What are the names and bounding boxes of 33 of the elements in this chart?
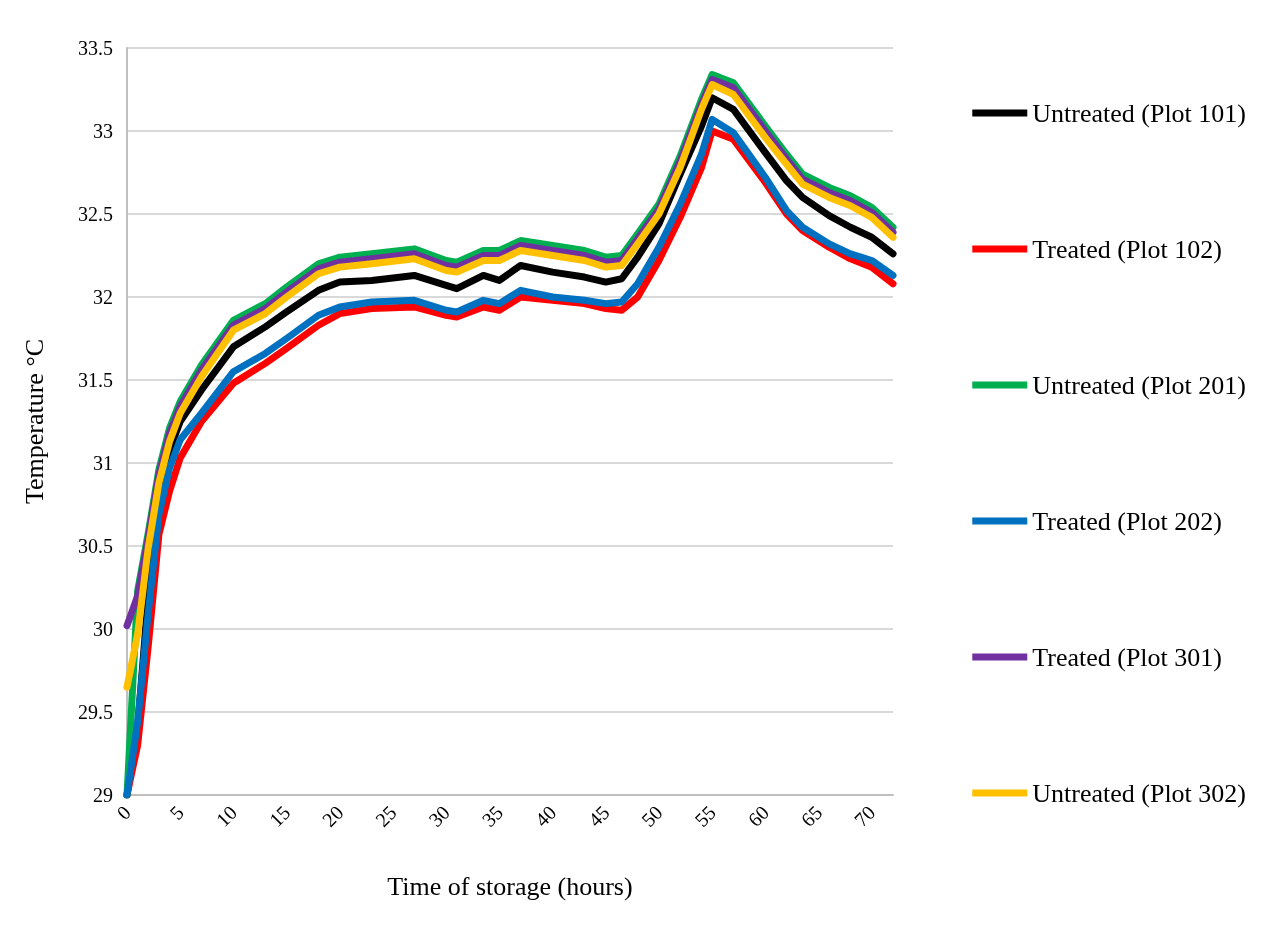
x-tick-label: 25 (371, 801, 401, 831)
x-tick-label: 15 (264, 801, 295, 831)
x-tick-label: 35 (477, 801, 508, 831)
y-tick-label: 30 (93, 618, 113, 640)
legend-label: Treated (Plot 102) (1032, 234, 1222, 264)
legend-label: Untreated (Plot 101) (1032, 98, 1247, 128)
y-tick-label: 30.5 (78, 535, 113, 557)
y-tick-label: 29.5 (78, 701, 113, 723)
x-tick-label: 0 (112, 801, 135, 824)
y-tick-label: 33 (93, 120, 113, 142)
x-tick-label: 40 (530, 801, 561, 831)
legend-label: Untreated (Plot 201) (1032, 370, 1247, 400)
x-tick-label: 65 (796, 801, 827, 831)
x-tick-label: 10 (211, 801, 242, 831)
x-tick-label: 70 (849, 801, 880, 831)
legend-label: Treated (Plot 301) (1032, 642, 1222, 672)
x-tick-label: 50 (637, 801, 667, 831)
legend-label: Untreated (Plot 302) (1032, 778, 1247, 808)
x-axis-title: Time of storage (hours) (387, 871, 633, 901)
y-axis-title: Temperature °C (19, 338, 49, 505)
y-tick-label: 33.5 (78, 37, 113, 59)
legend-label: Treated (Plot 202) (1032, 506, 1222, 536)
x-tick-label: 60 (743, 801, 774, 831)
y-tick-label: 32 (93, 286, 113, 308)
x-tick-label: 55 (690, 801, 720, 831)
x-tick-label: 45 (583, 801, 614, 831)
x-tick-label: 5 (165, 801, 188, 824)
y-tick-label: 29 (93, 784, 113, 806)
y-tick-label: 31.5 (78, 369, 113, 391)
y-tick-label: 31 (93, 452, 113, 474)
x-tick-label: 30 (424, 801, 454, 831)
x-tick-label: 20 (317, 801, 348, 831)
y-tick-label: 32.5 (78, 203, 113, 225)
